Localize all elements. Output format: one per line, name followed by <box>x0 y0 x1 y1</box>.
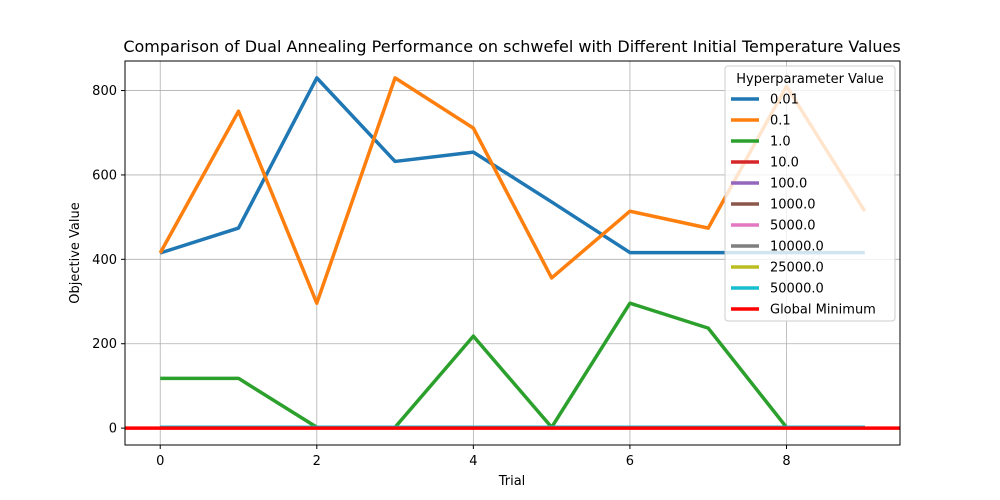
series-layer <box>125 76 900 430</box>
legend-title: Hyperparameter Value <box>736 72 884 87</box>
legend-entry-label: 0.1 <box>770 114 791 129</box>
chart-title: Comparison of Dual Annealing Performance… <box>123 37 900 56</box>
legend-box <box>724 65 896 322</box>
series-line-1.0 <box>160 301 865 430</box>
y-tick-label: 800 <box>92 84 117 99</box>
legend-entry-label: Global Minimum <box>770 303 876 318</box>
legend-entry-label: 10.0 <box>770 156 799 171</box>
legend-entry-label: 100.0 <box>770 177 807 192</box>
y-axis-label: Objective Value <box>68 202 83 303</box>
y-tick-label: 600 <box>92 168 117 183</box>
ticks: 0 2 4 6 8 0 200 400 600 800 <box>92 84 790 469</box>
y-tick-label: 400 <box>92 253 117 268</box>
y-tick-label: 200 <box>92 337 117 352</box>
x-tick-label: 0 <box>156 454 164 469</box>
legend-entry-label: 1000.0 <box>770 198 816 213</box>
x-axis-label: Trial <box>498 474 526 489</box>
x-tick-label: 4 <box>469 454 477 469</box>
x-tick-label: 8 <box>782 454 790 469</box>
legend-entry-label: 5000.0 <box>770 219 816 234</box>
legend-entry-label: 0.01 <box>770 93 799 108</box>
x-tick-label: 2 <box>313 454 321 469</box>
legend-entry-label: 50000.0 <box>770 282 824 297</box>
legend-entry-label: 25000.0 <box>770 261 824 276</box>
x-tick-label: 6 <box>626 454 634 469</box>
legend: Hyperparameter Value 0.01 0.1 1.0 10.0 100.0 1… <box>724 65 896 322</box>
y-tick-label: 0 <box>109 422 117 437</box>
legend-entry-label: 10000.0 <box>770 240 824 255</box>
plot-frame <box>124 60 901 446</box>
legend-entry-label: 1.0 <box>770 135 791 150</box>
